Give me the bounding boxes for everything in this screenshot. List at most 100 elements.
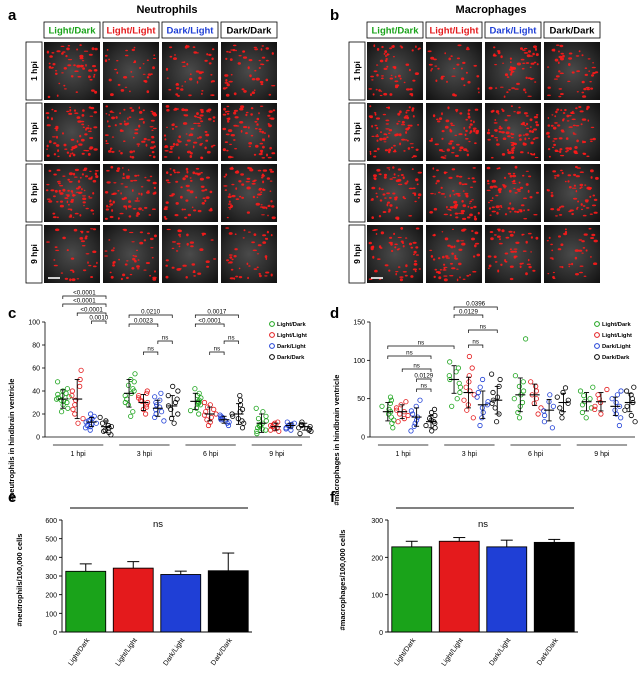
cell-signal — [498, 208, 501, 210]
cell-signal — [67, 64, 72, 67]
data-point — [65, 405, 71, 411]
cell-signal — [253, 89, 256, 91]
cell-signal — [507, 151, 512, 155]
cell-signal — [111, 150, 115, 153]
cell-signal — [89, 170, 92, 173]
cell-signal — [228, 232, 233, 235]
data-point — [136, 392, 142, 399]
cell-signal — [412, 187, 416, 190]
cell-signal — [528, 130, 532, 133]
cell-signal — [441, 130, 445, 133]
cell-signal — [463, 126, 466, 130]
cell-signal — [50, 189, 55, 192]
cell-signal — [178, 233, 182, 236]
cell-signal — [174, 107, 177, 110]
cell-signal — [127, 169, 130, 171]
cell-signal — [501, 108, 503, 111]
cell-signal — [259, 130, 262, 133]
cell-signal — [198, 71, 203, 75]
condition-header-box — [43, 21, 101, 39]
cell-signal — [402, 245, 405, 248]
cell-signal — [462, 228, 467, 231]
cell-signal — [194, 172, 199, 175]
cell-signal — [510, 250, 515, 253]
cell-signal — [205, 139, 209, 142]
cell-signal — [376, 168, 381, 172]
cell-signal — [111, 209, 114, 212]
cell-signal — [94, 90, 98, 94]
cell-signal — [163, 216, 167, 218]
cell-signal — [46, 198, 51, 200]
cell-signal — [519, 186, 524, 189]
cell-signal — [376, 127, 379, 130]
cell-signal — [455, 110, 458, 113]
cell-signal — [436, 118, 439, 121]
cell-signal — [568, 57, 573, 60]
microscopy-image — [162, 42, 218, 100]
cell-signal — [233, 124, 238, 127]
cell-signal — [506, 76, 510, 78]
significance-bracket — [62, 295, 107, 299]
cell-signal — [146, 90, 150, 94]
cell-signal — [94, 69, 97, 72]
cell-signal — [575, 273, 579, 276]
cell-signal — [516, 111, 520, 115]
cell-signal — [225, 173, 228, 176]
cell-signal — [81, 152, 85, 155]
cell-signal — [463, 183, 468, 186]
cell-signal — [128, 215, 132, 218]
cell-signal — [376, 47, 380, 51]
cell-signal — [415, 45, 417, 48]
cell-signal — [136, 197, 139, 200]
cell-signal — [514, 88, 519, 90]
cell-signal — [408, 215, 413, 217]
cell-signal — [257, 244, 262, 247]
cell-signal — [247, 277, 249, 279]
cell-signal — [454, 203, 459, 206]
cell-signal — [547, 117, 550, 119]
data-point — [159, 409, 165, 415]
cell-signal — [72, 216, 75, 218]
cell-signal — [574, 249, 579, 252]
cell-signal — [453, 200, 458, 204]
cell-signal — [261, 45, 265, 47]
cell-signal — [453, 67, 456, 70]
cell-signal — [456, 268, 459, 270]
cell-signal — [230, 134, 235, 137]
cell-signal — [389, 196, 392, 199]
data-point — [429, 428, 435, 434]
cell-signal — [183, 114, 185, 116]
cell-signal — [446, 80, 448, 83]
cell-signal — [444, 155, 447, 157]
cell-signal — [576, 167, 581, 169]
cell-signal — [406, 116, 410, 120]
cell-signal — [454, 257, 457, 260]
cell-signal — [185, 167, 189, 171]
cell-signal — [372, 93, 375, 96]
cell-signal — [173, 171, 177, 174]
cell-signal — [522, 62, 526, 64]
cell-signal — [529, 196, 533, 199]
cell-signal — [231, 183, 235, 186]
cell-signal — [227, 195, 232, 198]
cell-signal — [372, 245, 375, 248]
cell-signal — [523, 52, 529, 54]
cell-signal — [470, 206, 473, 209]
cell-signal — [92, 250, 97, 254]
cell-signal — [254, 128, 258, 130]
cell-signal — [251, 78, 256, 81]
cell-signal — [449, 128, 452, 132]
cell-signal — [516, 188, 521, 191]
cell-signal — [151, 129, 154, 131]
cell-signal — [404, 139, 408, 141]
cell-signal — [535, 114, 539, 116]
cell-signal — [265, 47, 269, 50]
timepoint-label: 3 hpi — [352, 122, 362, 142]
cell-signal — [204, 188, 208, 191]
data-point — [393, 405, 400, 411]
cell-signal — [174, 54, 176, 56]
data-point — [457, 389, 463, 396]
significance-label: <0.0001 — [73, 290, 96, 297]
cell-signal — [530, 126, 532, 128]
cell-signal — [412, 241, 417, 244]
